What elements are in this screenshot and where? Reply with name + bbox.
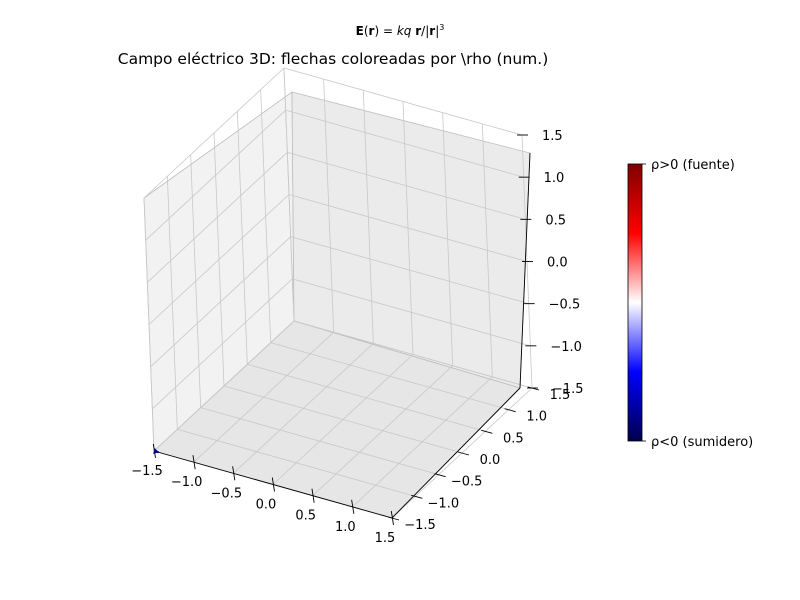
- x-tick: [311, 488, 315, 503]
- y-tick: [504, 408, 516, 413]
- grid-line-back-z: [292, 278, 531, 347]
- colorbar-top-label: ρ>0 (fuente): [651, 158, 735, 173]
- field-arrows: [153, 448, 160, 454]
- grid-line-left-z: [150, 236, 291, 367]
- grid-line-back-z: [293, 320, 533, 389]
- z-tick-label: 1.0: [544, 171, 565, 186]
- x-tick-label: −0.5: [211, 486, 243, 501]
- x-tick-label: −1.0: [171, 475, 203, 490]
- grid-line-left-z: [148, 194, 290, 325]
- suptitle-part: ) =: [374, 24, 396, 38]
- x-tick: [192, 455, 196, 470]
- suptitle-part: |: [435, 24, 439, 38]
- figure-suptitle: E(r) = kq r/|r|3: [356, 23, 445, 38]
- z-axis-line: [519, 152, 531, 389]
- y-tick-label: 1.5: [550, 388, 571, 403]
- x-tick-label: 0.0: [256, 498, 277, 513]
- x-tick-label: 0.5: [295, 509, 316, 524]
- suptitle-part: r: [429, 24, 435, 38]
- tick-marks: [152, 134, 540, 526]
- suptitle-part: kq: [397, 24, 412, 38]
- grid-line-left-z: [147, 152, 288, 283]
- x-tick-label: 1.5: [375, 531, 396, 546]
- suptitle-part: 3: [439, 23, 444, 32]
- x-tick: [232, 466, 236, 481]
- chart-title: Campo eléctrico 3D: flechas coloreadas p…: [118, 50, 549, 68]
- z-tick-label: 0.0: [547, 256, 568, 271]
- axes-3d: −1.5−1.0−0.50.00.51.01.5−1.5−1.0−0.50.00…: [131, 67, 584, 546]
- y-tick-label: 1.0: [526, 410, 547, 425]
- field-arrow-head: [153, 448, 159, 454]
- grid-line-back-z: [290, 236, 529, 305]
- field-arrow: [153, 448, 160, 454]
- grid-line-back-z: [285, 109, 524, 178]
- grid-line-left-z: [143, 67, 285, 199]
- y-tick-label: −0.5: [451, 475, 483, 490]
- y-tick-label: 0.0: [480, 453, 501, 468]
- grid-line-floor-y: [177, 428, 416, 497]
- grid-line-back-z: [288, 194, 528, 262]
- y-tick: [387, 516, 400, 521]
- grid-line-floor-y: [247, 363, 486, 432]
- suptitle-part: E: [356, 24, 364, 38]
- x-tick: [271, 477, 275, 492]
- colorbar-bar: [627, 163, 643, 442]
- colorbar-bottom-label: ρ<0 (sumidero): [651, 435, 753, 450]
- suptitle-part: r: [369, 24, 375, 38]
- colorbar: ρ>0 (fuente) ρ<0 (sumidero): [627, 158, 753, 450]
- x-tick: [351, 499, 355, 514]
- suptitle-part: r: [415, 24, 421, 38]
- grid-line-floor-y: [270, 342, 509, 411]
- z-tick-label: −0.5: [549, 298, 581, 313]
- z-tick-label: 0.5: [545, 213, 566, 228]
- grid-lines: [143, 67, 533, 519]
- suptitle-part: (: [364, 24, 369, 38]
- y-tick: [411, 494, 423, 499]
- grid-line-left-z: [152, 278, 293, 410]
- grid-line-back-z: [287, 151, 526, 220]
- grid-line-floor-y: [200, 407, 439, 476]
- tick-labels: −1.5−1.0−0.50.00.51.01.5−1.5−1.0−0.50.00…: [131, 129, 583, 546]
- y-tick-label: −1.0: [428, 496, 460, 511]
- grid-line-left-z: [145, 109, 286, 241]
- x-tick-label: 1.0: [335, 520, 356, 535]
- grid-line-left-z: [153, 320, 295, 452]
- suptitle-part: /|: [421, 24, 429, 38]
- z-tick-label: 1.5: [542, 129, 563, 144]
- y-tick: [527, 386, 540, 391]
- x-tick-label: −1.5: [131, 464, 163, 479]
- y-tick: [434, 473, 446, 478]
- y-tick-label: 0.5: [503, 431, 524, 446]
- y-tick: [457, 451, 470, 456]
- grid-line-back-z: [283, 67, 523, 136]
- y-tick: [481, 429, 493, 434]
- grid-line-floor-y: [223, 385, 463, 454]
- z-tick-label: −1.0: [550, 340, 582, 355]
- y-tick-label: −1.5: [404, 518, 436, 533]
- z-tick-label: −1.5: [552, 382, 584, 397]
